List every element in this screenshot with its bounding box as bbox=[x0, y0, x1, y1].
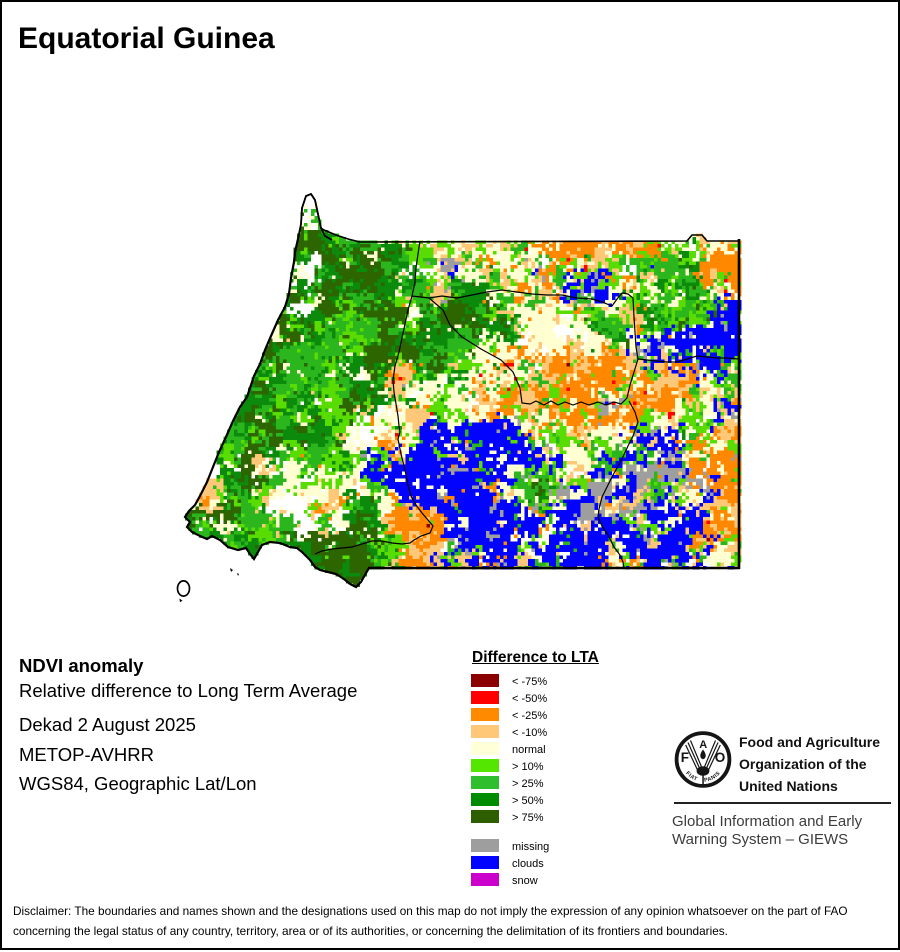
svg-text:A: A bbox=[699, 739, 707, 751]
svg-text:O: O bbox=[715, 750, 726, 765]
svg-text:F: F bbox=[681, 750, 689, 765]
